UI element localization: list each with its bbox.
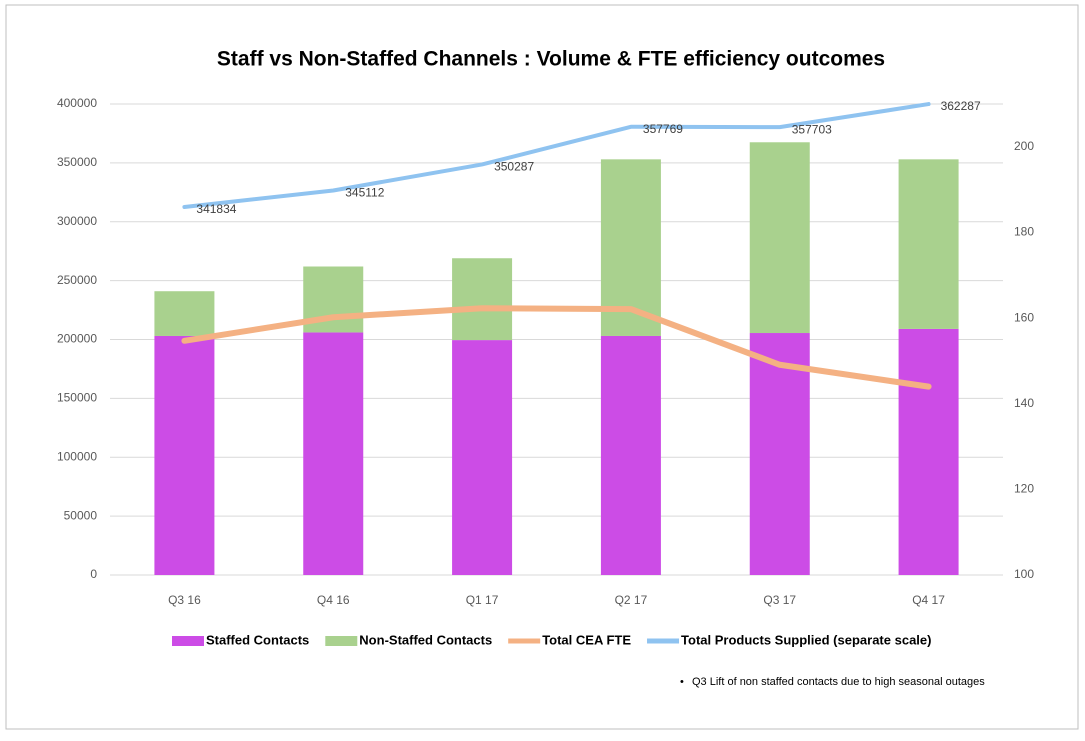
bar bbox=[749, 142, 810, 334]
y2-tick-label: 120 bbox=[1014, 482, 1034, 496]
data-label: 345112 bbox=[345, 186, 384, 200]
legend-swatch bbox=[172, 636, 204, 646]
legend-swatch bbox=[325, 636, 358, 646]
line bbox=[182, 102, 931, 209]
x-tick-label: Q4 16 bbox=[317, 593, 350, 607]
y-tick-label: 300000 bbox=[57, 214, 97, 228]
y-tick-label: 100000 bbox=[57, 449, 97, 463]
bar bbox=[749, 333, 810, 575]
legend-label: Non-Staffed Contacts bbox=[359, 632, 492, 647]
bar bbox=[452, 340, 513, 575]
x-tick-label: Q3 16 bbox=[168, 593, 201, 607]
data-label: 362287 bbox=[941, 99, 981, 113]
chart-title: Staff vs Non-Staffed Channels : Volume &… bbox=[217, 48, 885, 71]
bar bbox=[898, 159, 959, 329]
bar bbox=[898, 328, 959, 575]
note-bullet: • bbox=[680, 676, 684, 688]
legend-label: Total Products Supplied (separate scale) bbox=[681, 632, 931, 647]
y-tick-label: 200000 bbox=[57, 332, 97, 346]
y-tick-label: 250000 bbox=[57, 273, 97, 287]
y2-tick-label: 180 bbox=[1014, 225, 1034, 239]
x-tick-label: Q1 17 bbox=[466, 593, 499, 607]
x-tick-label: Q3 17 bbox=[763, 593, 796, 607]
y-tick-label: 400000 bbox=[57, 96, 97, 110]
bar bbox=[600, 335, 661, 575]
y-tick-label: 50000 bbox=[64, 508, 98, 522]
bar bbox=[452, 258, 513, 341]
x-tick-label: Q4 17 bbox=[912, 593, 945, 607]
data-label: 357703 bbox=[792, 122, 832, 136]
y2-tick-label: 160 bbox=[1014, 310, 1034, 324]
y-tick-label: 350000 bbox=[57, 155, 97, 169]
bar bbox=[303, 332, 364, 575]
data-label: 357769 bbox=[643, 122, 683, 136]
note: Q3 Lift of non staffed contacts due to h… bbox=[692, 676, 985, 688]
y2-tick-label: 140 bbox=[1014, 396, 1034, 410]
data-label: 341834 bbox=[196, 202, 236, 216]
line bbox=[181, 305, 932, 390]
y-tick-label: 150000 bbox=[57, 391, 97, 405]
y-tick-label: 0 bbox=[90, 567, 97, 581]
x-tick-label: Q2 17 bbox=[615, 593, 648, 607]
y2-tick-label: 100 bbox=[1014, 567, 1034, 581]
legend-label: Total CEA FTE bbox=[542, 632, 631, 647]
bar bbox=[154, 291, 215, 336]
y2-tick-label: 200 bbox=[1014, 139, 1034, 153]
legend-label: Staffed Contacts bbox=[206, 632, 309, 647]
data-label: 350287 bbox=[494, 160, 534, 174]
bar bbox=[154, 335, 215, 575]
